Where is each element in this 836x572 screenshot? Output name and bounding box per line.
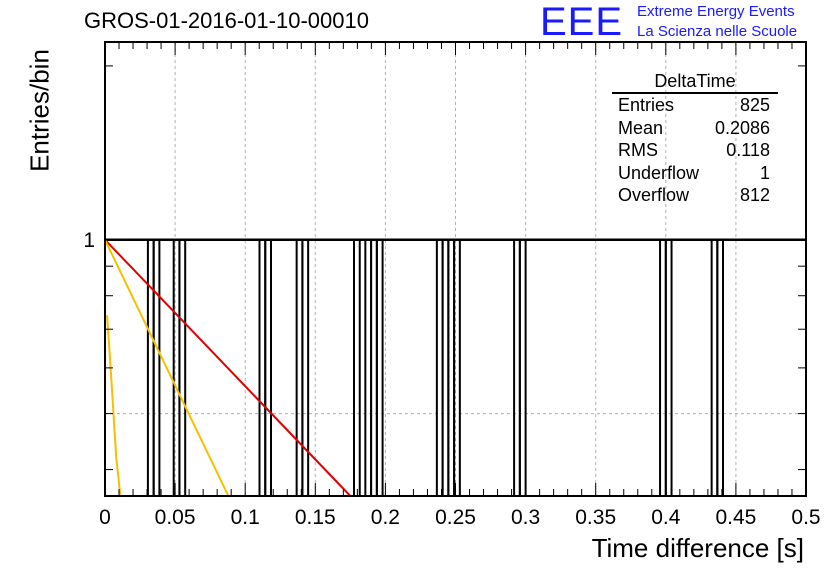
x-tick-label: 0.45 <box>715 506 756 529</box>
stats-label: Underflow <box>618 162 700 183</box>
stats-label: RMS <box>618 140 658 160</box>
stats-row: Entries 825 <box>612 94 778 117</box>
x-tick-label: 0.25 <box>435 506 476 529</box>
y-tick-label: 1 <box>83 229 95 252</box>
stats-title: DeltaTime <box>612 70 778 94</box>
stats-row: Underflow 1 <box>612 162 778 185</box>
stats-value: 0.2086 <box>714 117 770 138</box>
stats-value: 812 <box>739 185 770 205</box>
stats-rows: Entries 825 Mean 0.2086 RMS 0.118 Underflow 1 Ov… <box>612 94 778 207</box>
x-axis-label: Time difference [s] <box>591 533 804 563</box>
x-tick-label: 0.5 <box>791 506 820 529</box>
stats-row: Mean 0.2086 <box>612 117 778 140</box>
plot-title: GROS-01-2016-01-10-00010 <box>84 8 369 33</box>
x-tick-label: 0.05 <box>155 506 196 529</box>
x-tick-label: 0 <box>99 506 111 529</box>
logo-subtitle-line2: La Scienza nelle Scuole <box>637 23 798 40</box>
logo-subtitle-line1: Extreme Energy Events <box>637 3 795 20</box>
x-tick-label: 0.35 <box>575 506 616 529</box>
stats-row: RMS 0.118 <box>612 139 778 162</box>
x-tick-label: 0.2 <box>371 506 400 529</box>
eee-logo: EEE <box>540 0 624 44</box>
stats-value: 1 <box>759 162 770 183</box>
stats-label: Overflow <box>618 185 690 205</box>
stats-label: Entries <box>618 95 675 115</box>
stats-box: DeltaTime Entries 825 Mean 0.2086 RMS 0.118 Un… <box>612 70 778 207</box>
x-tick-label: 0.3 <box>511 506 540 529</box>
fit-line-yellow <box>104 239 230 497</box>
stats-label: Mean <box>618 117 664 138</box>
x-tick-label: 0.1 <box>231 506 260 529</box>
x-tick-label: 0.4 <box>651 506 681 529</box>
stats-value: 825 <box>739 95 770 115</box>
fit-line-red <box>104 239 352 497</box>
stats-row: Overflow 812 <box>612 184 778 207</box>
x-tick-label: 0.15 <box>295 506 336 529</box>
stats-value: 0.118 <box>726 140 770 160</box>
fit-line-yellow <box>106 315 122 497</box>
